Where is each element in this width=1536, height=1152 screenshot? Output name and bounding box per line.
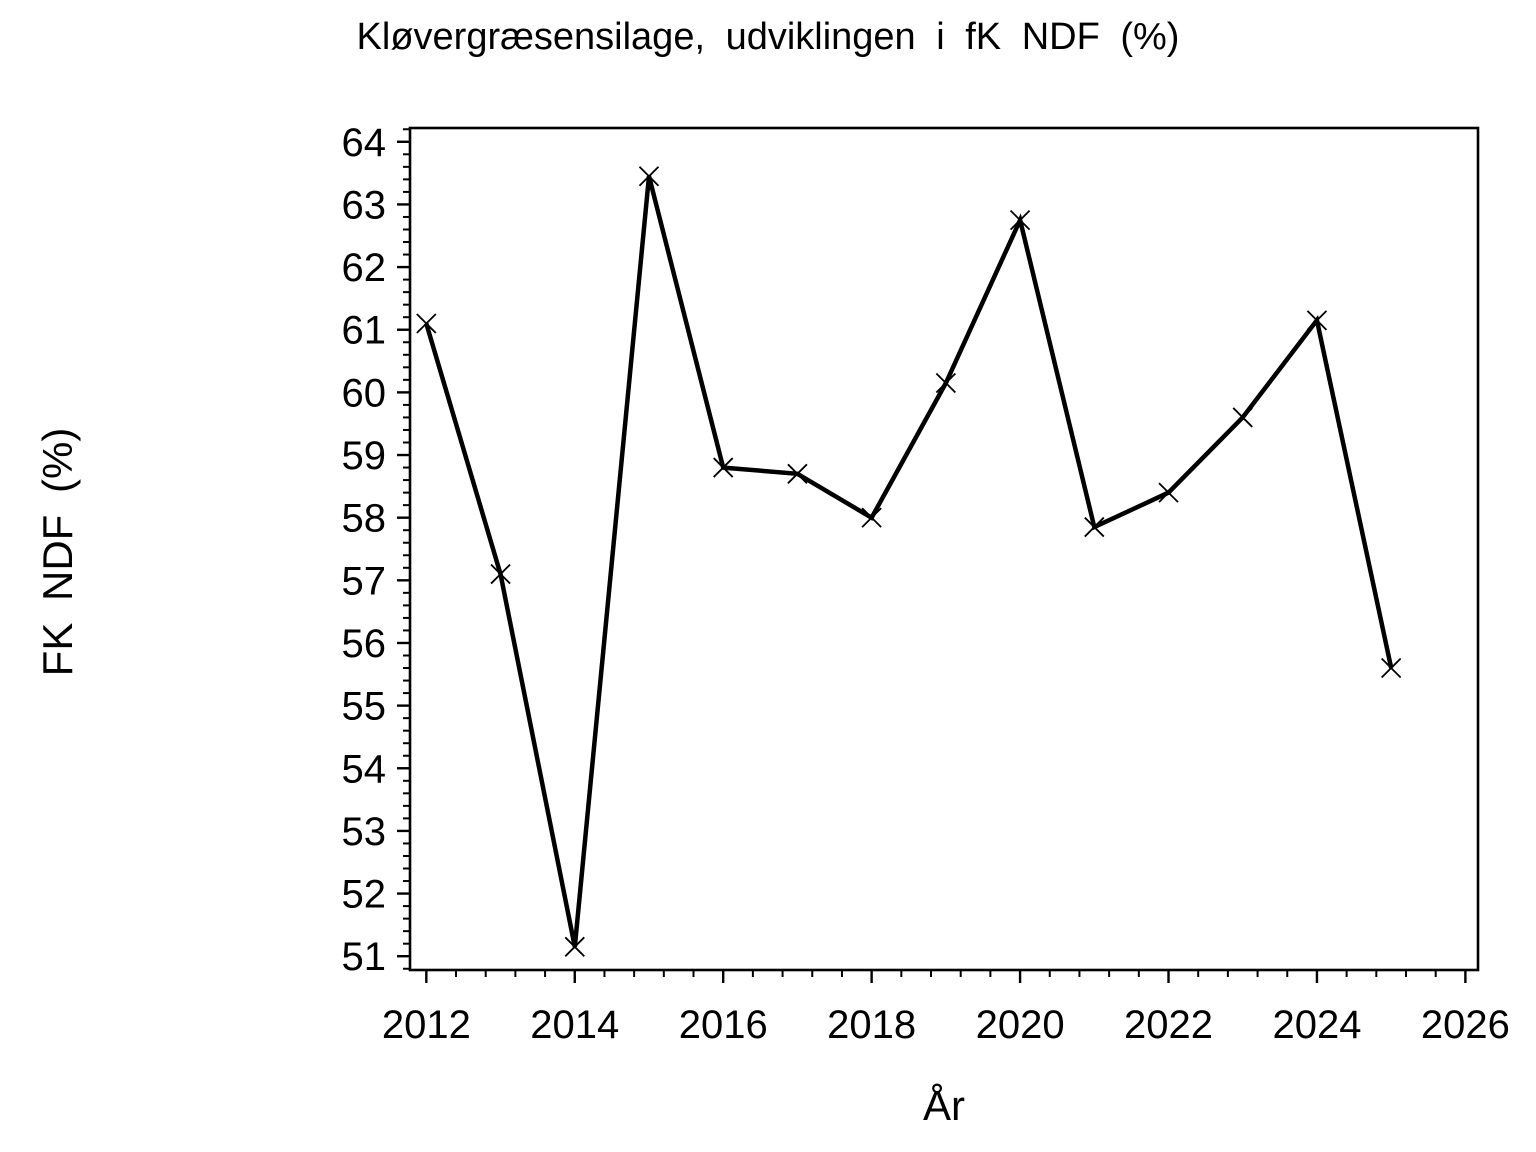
data-point-marker [861,507,882,528]
y-tick-label: 51 [342,935,387,979]
y-tick-label: 56 [342,622,387,666]
data-point-marker [935,372,956,394]
data-point-marker [564,936,585,957]
data-line [424,175,1394,948]
x-tick-label: 2024 [1272,1003,1361,1047]
y-tick-label: 55 [342,685,387,729]
y-tick-label: 59 [342,434,387,478]
y-tick-label: 60 [342,371,387,415]
data-point-marker [490,563,511,585]
data-point-marker [713,457,734,478]
y-tick-label: 54 [342,747,387,791]
x-tick-label: 2026 [1421,1003,1510,1047]
data-point-marker [1306,310,1328,331]
x-tick-label: 2014 [530,1003,619,1047]
y-tick-label: 64 [342,121,387,165]
y-tick-label: 58 [342,497,387,541]
y-tick-label: 63 [342,183,387,227]
data-point-marker [638,166,660,187]
y-tick-label: 52 [342,873,387,917]
x-tick-label: 2016 [679,1003,768,1047]
x-tick-label: 2018 [827,1003,916,1047]
data-point-marker [1158,482,1179,503]
y-tick-label: 61 [342,309,387,353]
y-tick-label: 53 [342,810,387,854]
x-axis-label: År [923,1082,965,1129]
data-point-marker [1084,516,1105,538]
data-point-marker [787,463,808,484]
plot-box [408,126,1480,972]
x-tick-label: 2020 [976,1003,1065,1047]
data-point-marker [1009,209,1031,231]
y-tick-label: 62 [342,246,387,290]
data-point-marker [1381,657,1402,679]
x-tick-label: 2022 [1124,1003,1213,1047]
data-point-marker [416,313,437,334]
chart-title: Kløvergræsensilage, udviklingen i fK NDF… [356,16,1180,58]
y-tick-label: 57 [342,559,387,603]
x-tick-label: 2012 [382,1003,471,1047]
data-point-marker [1232,407,1253,428]
